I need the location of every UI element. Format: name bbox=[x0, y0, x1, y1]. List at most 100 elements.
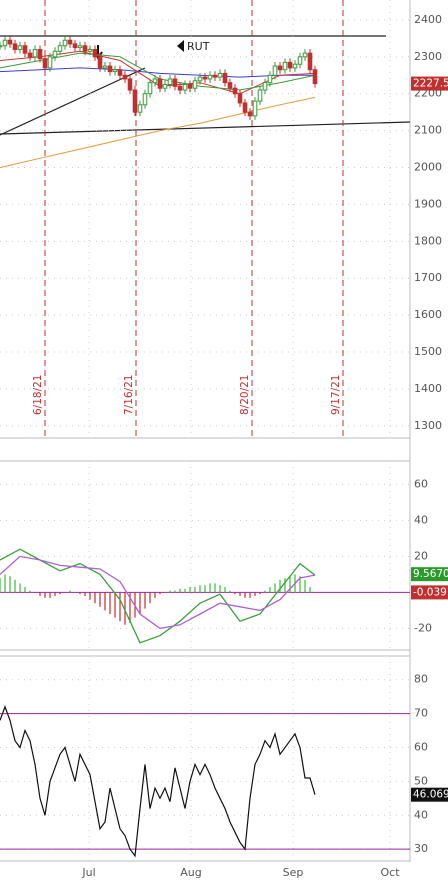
candle bbox=[183, 85, 187, 91]
candle bbox=[63, 40, 67, 46]
annotation: RUT bbox=[187, 40, 210, 53]
candle bbox=[0, 46, 2, 47]
histogram-bar bbox=[304, 580, 305, 593]
histogram-bar bbox=[179, 589, 180, 593]
candle bbox=[203, 77, 207, 79]
histogram-bar bbox=[214, 583, 215, 592]
histogram-bar bbox=[219, 585, 220, 592]
candle bbox=[43, 59, 47, 68]
histogram-bar bbox=[59, 592, 60, 594]
histogram-bar bbox=[0, 578, 1, 592]
y-tick-label: 60 bbox=[414, 477, 428, 490]
y-tick-label: 30 bbox=[414, 842, 428, 855]
candle bbox=[198, 77, 202, 81]
candle bbox=[148, 83, 152, 94]
candle bbox=[288, 62, 292, 68]
x-tick-label: Sep bbox=[283, 866, 304, 879]
candle bbox=[93, 49, 97, 56]
candle bbox=[258, 90, 262, 101]
histogram-bar bbox=[169, 591, 170, 593]
y-tick-label: 2100 bbox=[414, 124, 442, 137]
histogram-bar bbox=[184, 589, 185, 593]
candle bbox=[308, 53, 312, 70]
candle bbox=[313, 70, 317, 84]
candle bbox=[8, 40, 12, 44]
histogram-bar bbox=[154, 592, 155, 597]
histogram-bar bbox=[229, 591, 230, 593]
candle bbox=[178, 86, 182, 90]
candle bbox=[293, 64, 297, 68]
y-tick-label: 70 bbox=[414, 707, 428, 720]
histogram-bar bbox=[209, 583, 210, 592]
histogram-bar bbox=[139, 592, 140, 614]
candle bbox=[233, 88, 237, 94]
x-tick-label: Oct bbox=[380, 866, 400, 879]
histogram-bar bbox=[109, 592, 110, 614]
histogram-bar bbox=[279, 580, 280, 593]
candle bbox=[78, 46, 82, 48]
x-tick-label: Aug bbox=[180, 866, 201, 879]
candle bbox=[3, 40, 7, 46]
candle bbox=[168, 79, 172, 85]
y-tick-label: 60 bbox=[414, 740, 428, 753]
histogram-bar bbox=[19, 583, 20, 592]
histogram-bar bbox=[29, 591, 30, 593]
candle bbox=[113, 70, 117, 72]
candle bbox=[263, 83, 267, 90]
candle bbox=[228, 83, 232, 89]
y-tick-label: 40 bbox=[414, 808, 428, 821]
y-tick-label: 1300 bbox=[414, 419, 442, 432]
candle bbox=[118, 70, 122, 76]
histogram-bar bbox=[24, 587, 25, 592]
candle bbox=[278, 66, 282, 70]
histogram-bar bbox=[284, 578, 285, 592]
y-tick-label: 80 bbox=[414, 673, 428, 686]
histogram-bar bbox=[14, 580, 15, 593]
candle bbox=[138, 105, 142, 112]
y-tick-label: 2300 bbox=[414, 50, 442, 63]
histogram-bar bbox=[234, 592, 235, 594]
candle bbox=[173, 79, 177, 86]
histogram-bar bbox=[199, 585, 200, 592]
histogram-bar bbox=[159, 592, 160, 594]
candle bbox=[88, 49, 92, 51]
frames bbox=[0, 0, 410, 862]
histogram-bar bbox=[239, 592, 240, 596]
candle bbox=[143, 94, 147, 105]
candle bbox=[58, 46, 62, 52]
histogram-bar bbox=[149, 592, 150, 603]
event-label: 6/18/21 bbox=[32, 375, 44, 415]
histogram-bar bbox=[144, 592, 145, 608]
candle bbox=[218, 73, 222, 77]
candle bbox=[18, 46, 22, 50]
histogram-bar bbox=[39, 592, 40, 596]
event-label: 9/17/21 bbox=[330, 375, 342, 415]
candle bbox=[273, 66, 277, 75]
value-tag: 9.5670 bbox=[413, 568, 448, 580]
event-label: 8/20/21 bbox=[239, 375, 251, 415]
candle bbox=[33, 49, 37, 56]
histogram-bar bbox=[259, 592, 260, 594]
candle bbox=[153, 79, 157, 83]
histogram-bar bbox=[119, 592, 120, 621]
histogram-bar bbox=[54, 592, 55, 596]
candle bbox=[13, 44, 17, 50]
y-tick-label: 40 bbox=[414, 513, 428, 526]
candle bbox=[193, 81, 197, 88]
candle bbox=[208, 75, 212, 79]
candle bbox=[303, 53, 307, 57]
histogram-bar bbox=[269, 587, 270, 592]
histogram-bar bbox=[274, 583, 275, 592]
histogram-bar bbox=[99, 592, 100, 606]
candle bbox=[238, 94, 242, 103]
histogram-bar bbox=[79, 592, 80, 594]
indicator-line bbox=[0, 549, 315, 643]
histogram-bar bbox=[89, 592, 90, 599]
candle bbox=[163, 85, 167, 89]
y-tick-label: 20 bbox=[414, 549, 428, 562]
x-tick-label: Jul bbox=[81, 866, 95, 879]
candle bbox=[103, 66, 107, 68]
y-tick-label: 50 bbox=[414, 774, 428, 787]
y-tick-label: 2400 bbox=[414, 13, 442, 26]
candle bbox=[253, 101, 257, 116]
